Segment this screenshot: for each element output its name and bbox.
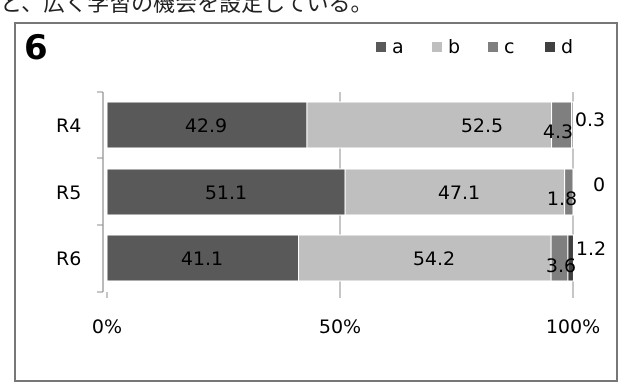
data-label-R6-a: 41.1 xyxy=(181,248,223,270)
legend-swatch-b xyxy=(432,42,442,52)
bar-R4-b xyxy=(306,101,553,149)
bar-R5-a xyxy=(106,168,346,216)
legend-swatch-a xyxy=(376,42,386,52)
x-tick-label-0: 0% xyxy=(92,316,122,338)
top-text: と、広く学習の機会を設定している。 xyxy=(0,0,373,17)
y-tick-label-R4: R4 xyxy=(56,115,81,137)
x-tick-label-1: 50% xyxy=(319,316,361,338)
x-tick-label-2: 100% xyxy=(546,316,600,338)
bar-R6-d xyxy=(567,234,574,282)
data-label-R6-d: 1.2 xyxy=(576,238,606,260)
bar-R5-b xyxy=(344,168,566,216)
data-label-R4-a: 42.9 xyxy=(185,115,227,137)
data-label-R5-a: 51.1 xyxy=(205,182,247,204)
bar-R4-a xyxy=(106,101,308,149)
legend-label-c: c xyxy=(504,36,514,58)
legend-label-a: a xyxy=(392,36,404,58)
data-label-R4-c: 4.3 xyxy=(543,121,573,143)
data-label-R4-b: 52.5 xyxy=(461,115,503,137)
legend-label-d: d xyxy=(561,36,573,58)
data-label-R5-c: 1.8 xyxy=(547,188,577,210)
data-label-R6-b: 54.2 xyxy=(413,248,455,270)
legend-swatch-d xyxy=(545,42,555,52)
data-label-R5-d: 0 xyxy=(593,174,605,196)
legend-swatch-c xyxy=(488,42,498,52)
data-label-R4-d: 0.3 xyxy=(575,109,605,131)
bar-R6-a xyxy=(106,234,300,282)
data-label-R6-c: 3.6 xyxy=(546,255,576,277)
bar-R4-d xyxy=(571,101,574,149)
y-tick-label-R6: R6 xyxy=(56,248,81,270)
legend-label-b: b xyxy=(448,36,460,58)
data-label-R5-b: 47.1 xyxy=(438,182,480,204)
y-tick-label-R5: R5 xyxy=(56,182,81,204)
stacked-bar-chart: R4 R5 R6 42.9 52.5 4.30.3 51.1 47.1 1.8 0 41.1 54.2… xyxy=(56,36,606,338)
bar-R5-c xyxy=(564,168,574,216)
chart-number: 6 xyxy=(24,28,48,68)
